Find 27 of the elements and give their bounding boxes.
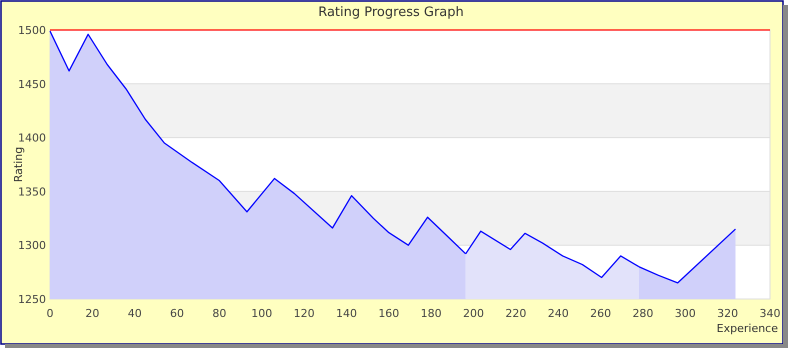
x-tick-label: 120	[294, 307, 315, 320]
x-tick-label: 340	[760, 307, 780, 320]
y-tick-label: 1250	[18, 293, 46, 306]
x-tick-label: 220	[505, 307, 526, 320]
x-tick-label: 320	[717, 307, 738, 320]
y-tick-label: 1300	[18, 239, 46, 252]
x-tick-label: 60	[170, 307, 184, 320]
x-tick-label: 0	[46, 307, 54, 320]
x-axis-title: Experience	[716, 322, 778, 335]
x-tick-label: 40	[128, 307, 142, 320]
x-tick-label: 180	[420, 307, 442, 320]
x-tick-label: 80	[212, 307, 226, 320]
x-tick-label: 260	[590, 307, 612, 320]
y-axis-title: Rating	[12, 146, 25, 182]
x-tick-label: 20	[85, 307, 100, 320]
x-tick-label: 280	[632, 307, 654, 320]
y-tick-label: 1350	[18, 185, 46, 198]
y-tick-label: 1500	[18, 24, 46, 37]
x-tick-label: 140	[336, 307, 357, 320]
y-tick-label: 1400	[18, 132, 46, 145]
chart-title: Rating Progress Graph	[318, 5, 464, 20]
y-tick-label: 1450	[18, 78, 46, 91]
x-tick-label: 200	[463, 307, 484, 320]
x-tick-label: 160	[378, 307, 400, 320]
x-tick-label: 240	[548, 307, 569, 320]
x-tick-label: 100	[251, 307, 272, 320]
x-tick-label: 300	[674, 307, 696, 320]
